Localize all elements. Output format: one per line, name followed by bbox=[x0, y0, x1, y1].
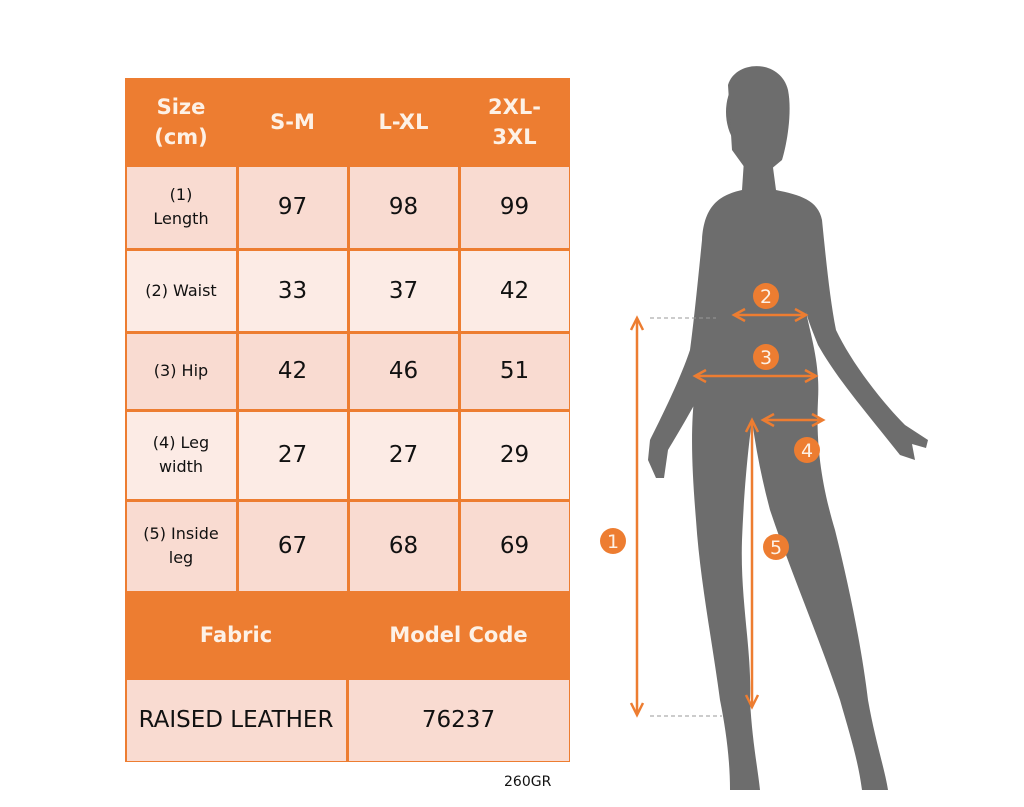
size-value-cell-text: 99 bbox=[499, 194, 530, 220]
size-value-cell-text: 33 bbox=[277, 277, 308, 304]
row-label: (5) Inside leg bbox=[126, 501, 236, 591]
model-code-value-text: 76237 bbox=[421, 707, 496, 733]
size-value-cell-text: 97 bbox=[277, 194, 308, 220]
marker-number: 1 bbox=[607, 531, 619, 553]
fabric-value: RAISED LEATHER bbox=[126, 679, 346, 761]
size-value-cell: 69 bbox=[460, 501, 569, 591]
model-code-header: Model Code bbox=[348, 593, 569, 677]
female-silhouette bbox=[648, 66, 928, 790]
header-cell: Size (cm) bbox=[127, 80, 236, 164]
header-cell-text: Size (cm) bbox=[154, 94, 208, 149]
row-label-text: (3) Hip bbox=[153, 361, 209, 380]
row-label: (2) Waist bbox=[126, 250, 236, 331]
marker-number: 3 bbox=[760, 347, 772, 369]
marker-2: 2 bbox=[753, 283, 779, 309]
size-value-cell: 42 bbox=[460, 250, 569, 331]
size-value-cell-text: 27 bbox=[277, 442, 308, 468]
row-label-text: (4) Leg width bbox=[152, 433, 210, 476]
row-label-text: (1) Length bbox=[153, 185, 209, 228]
model-code-value: 76237 bbox=[348, 679, 569, 761]
size-value-cell: 37 bbox=[349, 250, 458, 331]
size-value-cell-text: 42 bbox=[499, 277, 530, 304]
marker-4: 4 bbox=[794, 437, 820, 463]
size-value-cell-text: 67 bbox=[277, 533, 308, 559]
fabric-value-text: RAISED LEATHER bbox=[138, 707, 334, 733]
size-value-cell-text: 37 bbox=[388, 277, 419, 304]
row-label: (4) Leg width bbox=[126, 411, 236, 499]
marker-circle bbox=[753, 283, 779, 309]
size-value-cell: 46 bbox=[349, 333, 458, 409]
header-cell: 2XL-3XL bbox=[461, 80, 569, 164]
size-value-cell: 27 bbox=[349, 411, 458, 499]
reference-lines bbox=[650, 317, 722, 717]
size-value-cell-text: 42 bbox=[277, 358, 308, 384]
marker-number: 5 bbox=[770, 537, 782, 559]
size-value-cell-text: 51 bbox=[499, 358, 530, 384]
size-value-cell: 67 bbox=[238, 501, 347, 591]
size-value-cell-text: 98 bbox=[388, 194, 419, 220]
size-value-cell: 27 bbox=[238, 411, 347, 499]
fabric-header: Fabric bbox=[126, 593, 346, 677]
marker-circle bbox=[794, 437, 820, 463]
row-label: (1) Length bbox=[126, 166, 236, 248]
marker-5: 5 bbox=[763, 534, 789, 560]
size-chart-table: Size (cm) S-M L-XL 2XL-3XL (1) Length 97 98 99 (… bbox=[125, 78, 570, 762]
marker-number: 2 bbox=[760, 286, 772, 308]
model-code-header-text: Model Code bbox=[389, 623, 528, 647]
size-value-cell: 68 bbox=[349, 501, 458, 591]
size-value-cell: 29 bbox=[460, 411, 569, 499]
row-label: (3) Hip bbox=[126, 333, 236, 409]
header-cell: S-M bbox=[239, 80, 347, 164]
header-cell-text: 2XL-3XL bbox=[488, 94, 541, 149]
size-value-cell: 98 bbox=[349, 166, 458, 248]
marker-number: 4 bbox=[801, 440, 813, 462]
size-value-cell: 51 bbox=[460, 333, 569, 409]
size-value-cell-text: 68 bbox=[388, 533, 419, 559]
size-value-cell: 97 bbox=[238, 166, 347, 248]
size-value-cell-text: 29 bbox=[499, 442, 530, 468]
row-label-text: (5) Inside leg bbox=[143, 524, 219, 567]
marker-circle bbox=[600, 528, 626, 554]
marker-circle bbox=[763, 534, 789, 560]
size-value-cell-text: 27 bbox=[388, 442, 419, 468]
header-cell: L-XL bbox=[350, 80, 458, 164]
fabric-header-text: Fabric bbox=[199, 623, 273, 647]
weight-note: 260GR bbox=[504, 774, 552, 790]
header-cell-text: S-M bbox=[270, 109, 315, 134]
header-cell-text: L-XL bbox=[378, 109, 429, 134]
size-value-cell-text: 69 bbox=[499, 533, 530, 559]
marker-3: 3 bbox=[753, 344, 779, 370]
marker-circle bbox=[753, 344, 779, 370]
size-value-cell-text: 46 bbox=[388, 358, 419, 384]
measurement-arrows bbox=[629, 307, 826, 718]
size-value-cell: 33 bbox=[238, 250, 347, 331]
marker-1: 1 bbox=[600, 528, 626, 554]
row-label-text: (2) Waist bbox=[145, 280, 217, 300]
size-value-cell: 42 bbox=[238, 333, 347, 409]
size-value-cell: 99 bbox=[460, 166, 569, 248]
